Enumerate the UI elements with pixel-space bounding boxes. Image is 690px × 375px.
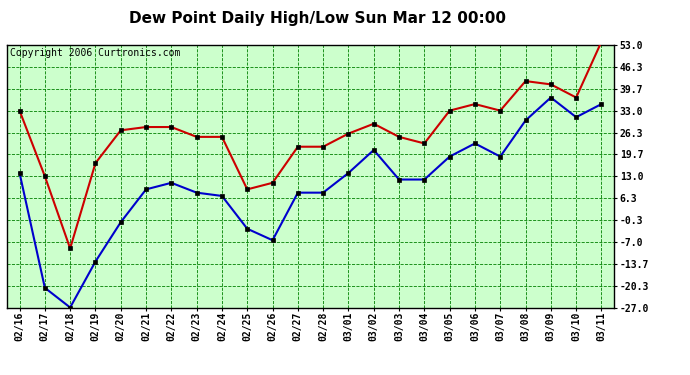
Text: Copyright 2006 Curtronics.com: Copyright 2006 Curtronics.com — [10, 48, 180, 58]
Text: Dew Point Daily High/Low Sun Mar 12 00:00: Dew Point Daily High/Low Sun Mar 12 00:0… — [129, 11, 506, 26]
